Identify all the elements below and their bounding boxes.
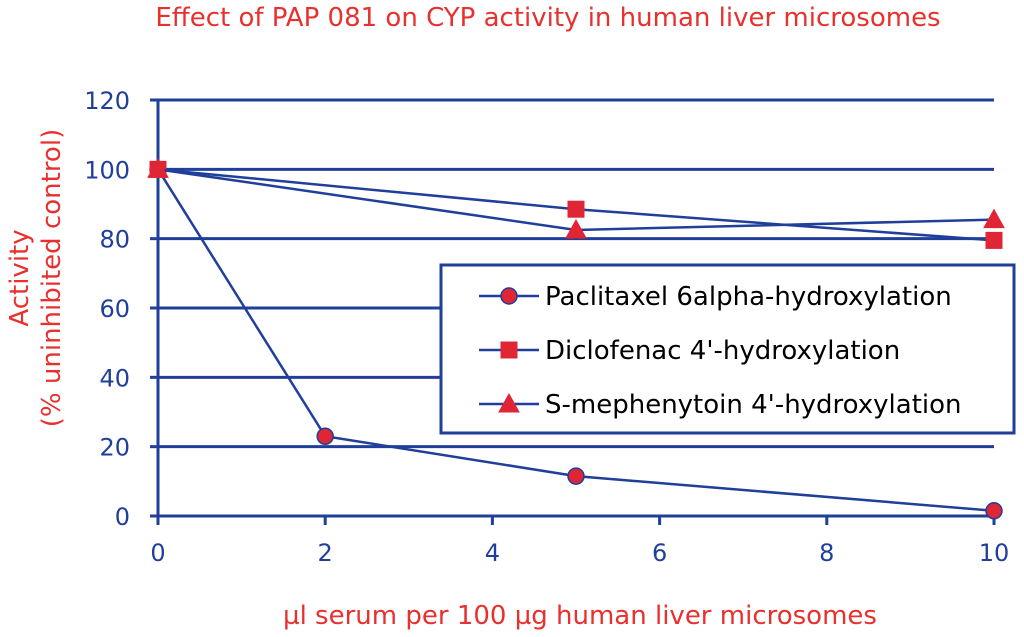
series <box>147 158 1005 520</box>
legend-item: Paclitaxel 6alpha-hydroxylation <box>479 282 952 312</box>
y-tick-label: 120 <box>84 87 130 115</box>
y-axis-label-line-1: Activity <box>5 229 35 326</box>
x-axis-label: µl serum per 100 µg human liver microsom… <box>283 601 877 631</box>
y-tick-label: 40 <box>99 364 130 392</box>
legend-marker-square <box>500 341 518 359</box>
legend: Paclitaxel 6alpha-hydroxylation Diclofena… <box>439 263 1016 435</box>
tick-labels: 0 20 40 60 80 100 120 0 2 4 6 8 10 <box>84 87 1009 567</box>
y-tick-label: 80 <box>99 226 130 254</box>
data-point-triangle <box>983 208 1005 229</box>
x-tick-label: 4 <box>485 539 500 567</box>
legend-label: S-mephenytoin 4'-hydroxylation <box>545 390 962 420</box>
series-2 <box>147 158 1005 239</box>
legend-marker-circle <box>500 287 518 305</box>
data-point-circle <box>316 427 334 446</box>
legend-item: Diclofenac 4'-hydroxylation <box>479 336 900 366</box>
series-0 <box>149 160 1003 520</box>
x-tick-label: 10 <box>979 539 1010 567</box>
data-point-square <box>985 231 1003 249</box>
data-point-circle <box>985 502 1003 520</box>
y-axis-label: Activity (% uninhibited control) <box>5 129 67 427</box>
y-axis-label-line-2: (% uninhibited control) <box>37 129 67 427</box>
y-tick-label: 60 <box>99 295 130 323</box>
y-tick-label: 0 <box>115 503 130 531</box>
legend-label: Diclofenac 4'-hydroxylation <box>545 336 900 366</box>
x-tick-label: 6 <box>652 539 667 567</box>
x-tick-label: 2 <box>318 539 333 567</box>
legend-item: S-mephenytoin 4'-hydroxylation <box>479 390 962 420</box>
y-tick-label: 20 <box>99 434 130 462</box>
data-point-triangle <box>565 218 587 239</box>
legend-marker-triangle <box>498 392 520 413</box>
data-point-square <box>567 200 585 218</box>
x-tick-label: 8 <box>819 539 834 567</box>
legend-label: Paclitaxel 6alpha-hydroxylation <box>545 282 952 312</box>
series-line <box>156 168 995 513</box>
chart-title: Effect of PAP 081 on CYP activity in hum… <box>155 3 940 33</box>
data-point-circle <box>567 467 585 485</box>
data-point-triangle <box>147 158 169 178</box>
y-tick-label: 100 <box>84 156 130 184</box>
x-tick-label: 0 <box>150 539 165 567</box>
